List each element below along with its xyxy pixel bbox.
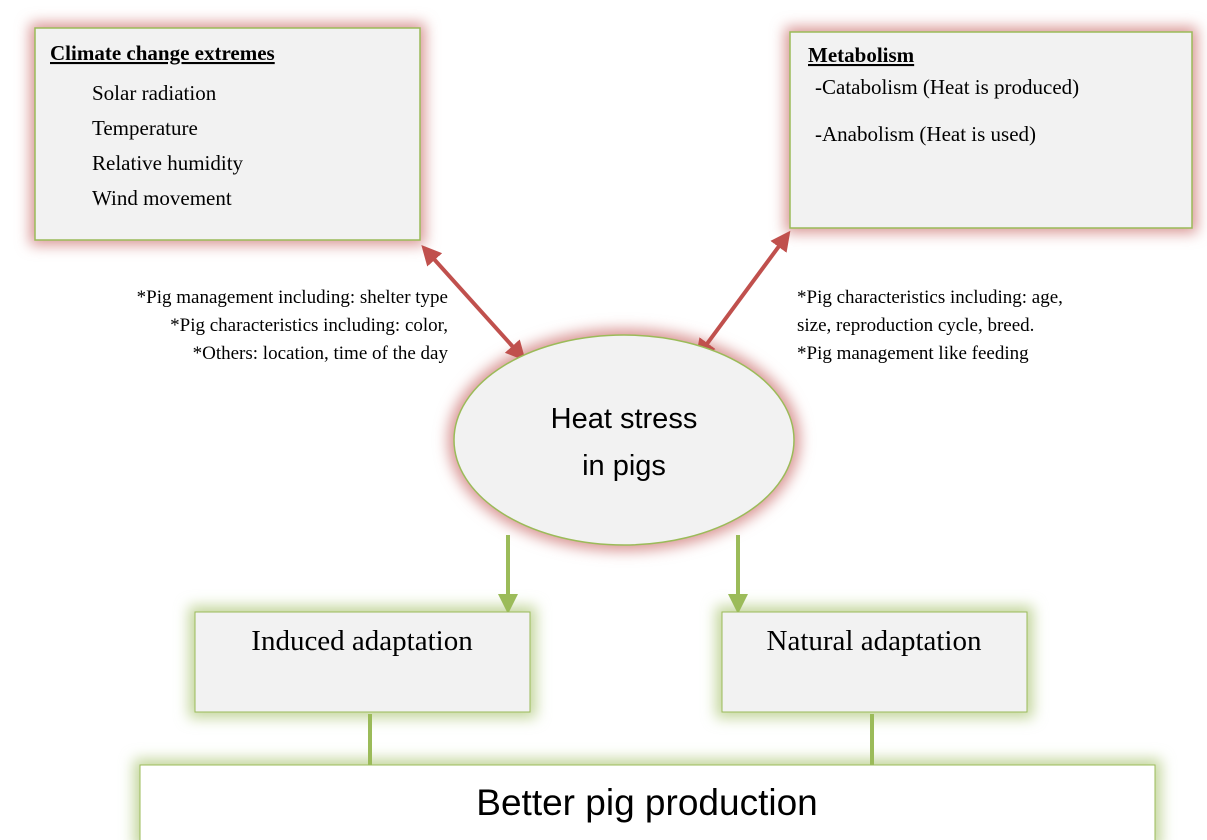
arrow [695,230,791,360]
climate-item: Solar radiation [92,81,217,105]
induced-label: Induced adaptation [251,625,473,657]
heat-stress-node [453,334,795,546]
production-label: Better pig production [476,782,817,823]
metabolism-item: -Catabolism (Heat is produced) [815,75,1079,99]
climate-box [34,27,421,241]
climate-item: Wind movement [92,186,232,210]
right-note: size, reproduction cycle, breed. [797,315,1034,336]
right-note: *Pig management like feeding [797,343,1029,364]
metabolism-title: Metabolism [808,43,915,67]
left-note: *Pig management including: shelter type [137,287,448,308]
natural-box [721,611,1028,713]
left-note: *Others: location, time of the day [193,343,449,364]
right-note: *Pig characteristics including: age, [797,287,1063,308]
arrow [421,245,526,361]
climate-item: Relative humidity [92,151,244,175]
heat-stress-label: in pigs [582,450,666,482]
left-note: *Pig characteristics including: color, [170,315,448,336]
metabolism-box [789,31,1193,229]
climate-title: Climate change extremes [50,41,275,65]
heat-stress-label: Heat stress [551,403,698,435]
natural-label: Natural adaptation [767,625,982,657]
metabolism-item: -Anabolism (Heat is used) [815,122,1036,146]
production-box [139,764,1156,840]
induced-box [194,611,531,713]
climate-item: Temperature [92,116,198,140]
